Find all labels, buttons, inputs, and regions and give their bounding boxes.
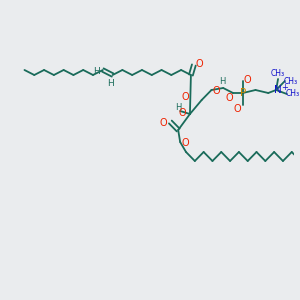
- Text: CH₃: CH₃: [286, 89, 300, 98]
- Text: O: O: [196, 59, 203, 69]
- Text: H: H: [107, 79, 114, 88]
- Text: H: H: [219, 76, 225, 85]
- Text: O: O: [244, 75, 251, 85]
- Text: H: H: [175, 103, 181, 112]
- Text: N: N: [274, 85, 282, 95]
- Text: O: O: [225, 93, 233, 103]
- Text: CH₃: CH₃: [284, 76, 298, 85]
- Text: O: O: [178, 108, 186, 118]
- Text: O: O: [233, 104, 241, 114]
- Text: H: H: [94, 68, 100, 76]
- Text: +: +: [281, 83, 288, 92]
- Text: O: O: [160, 118, 167, 128]
- Text: P: P: [240, 88, 246, 98]
- Text: CH₃: CH₃: [271, 70, 285, 79]
- Text: O: O: [182, 92, 189, 101]
- Text: O: O: [181, 138, 189, 148]
- Text: O: O: [213, 86, 220, 96]
